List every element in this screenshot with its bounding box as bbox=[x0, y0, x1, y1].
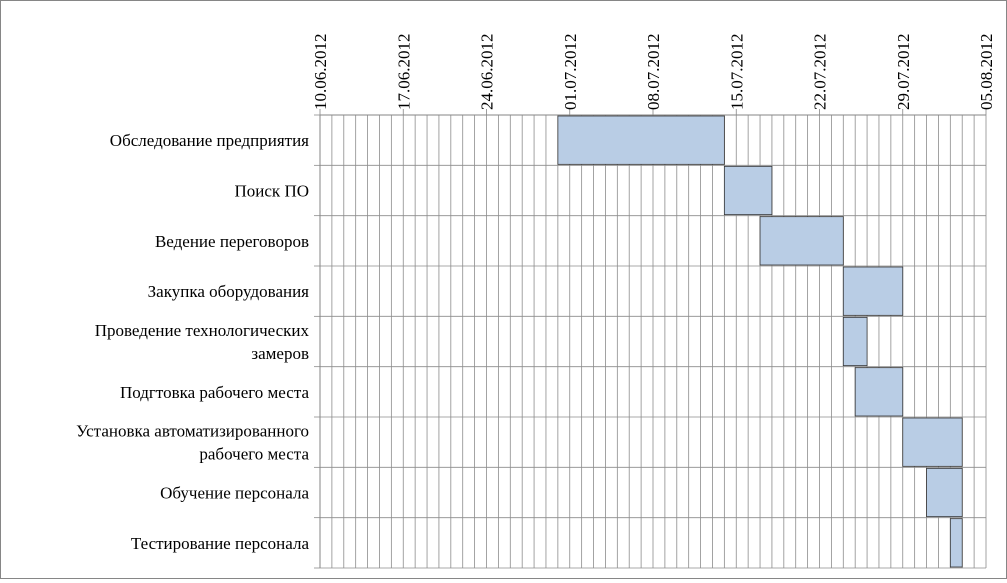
task-label: Закупка оборудования bbox=[148, 282, 310, 301]
task-label-line: Обучение персонала bbox=[160, 484, 309, 503]
x-tick-label: 22.07.2012 bbox=[811, 34, 830, 111]
x-tick-label: 29.07.2012 bbox=[894, 34, 913, 111]
task-label-line: Обследование предприятия bbox=[110, 131, 309, 150]
task-label-line: Проведение технологических bbox=[95, 321, 310, 340]
x-tick-label: 15.07.2012 bbox=[727, 34, 746, 111]
x-tick-label: 10.06.2012 bbox=[311, 34, 330, 111]
task-label: Обучение персонала bbox=[160, 484, 309, 503]
x-tick-label: 17.06.2012 bbox=[394, 34, 413, 111]
task-label: Поиск ПО bbox=[235, 182, 309, 201]
gantt-bar bbox=[842, 316, 868, 367]
gantt-bar bbox=[842, 266, 904, 316]
task-label: Установка автоматизированного рабочего ме… bbox=[76, 422, 309, 464]
gantt-bar bbox=[926, 467, 963, 518]
x-tick-label: 24.06.2012 bbox=[478, 34, 497, 111]
gantt-bar bbox=[902, 417, 963, 467]
task-label-line: рабочего места bbox=[199, 445, 309, 464]
x-tick-label: 08.07.2012 bbox=[644, 34, 663, 111]
gantt-bar bbox=[759, 216, 844, 266]
task-label-line: замеров bbox=[251, 344, 309, 363]
gantt-bar bbox=[949, 518, 963, 568]
x-tick-label: 05.08.2012 bbox=[977, 34, 996, 111]
task-label-line: Подгтовка рабочего места bbox=[120, 383, 309, 402]
gantt-bar bbox=[723, 165, 773, 216]
task-label-line: Установка автоматизированного bbox=[76, 422, 309, 441]
task-label: Обследование предприятия bbox=[110, 131, 309, 150]
gantt-bar bbox=[557, 115, 725, 165]
task-label: Подгтовка рабочего места bbox=[120, 383, 309, 402]
task-label: Проведение технологических замеров bbox=[95, 321, 310, 363]
task-label-line: Тестирование персонала bbox=[131, 534, 310, 553]
task-label: Ведение переговоров bbox=[155, 232, 309, 251]
gantt-bar bbox=[854, 367, 904, 417]
task-label-line: Поиск ПО bbox=[235, 182, 309, 201]
task-label-line: Закупка оборудования bbox=[148, 282, 310, 301]
task-label-line: Ведение переговоров bbox=[155, 232, 309, 251]
task-label: Тестирование персонала bbox=[131, 534, 310, 553]
x-tick-label: 01.07.2012 bbox=[561, 34, 580, 111]
